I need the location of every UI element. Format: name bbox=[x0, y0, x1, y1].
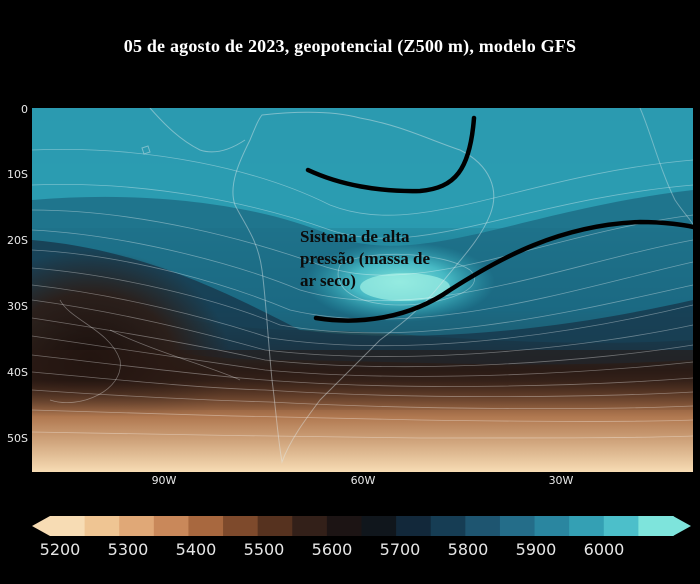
lat-tick-label: 50S bbox=[7, 432, 28, 445]
colorbar-segment bbox=[326, 516, 363, 536]
lon-tick-label: 90W bbox=[151, 474, 177, 487]
annotation-line: ar seco) bbox=[300, 271, 356, 290]
colorbar-segment bbox=[153, 516, 190, 536]
colorbar-tick-label: 5600 bbox=[311, 540, 353, 559]
lat-tick-label: 20S bbox=[7, 234, 28, 247]
lat-tick-label: 30S bbox=[7, 300, 28, 313]
colorbar-segment bbox=[430, 516, 466, 536]
south-america-coastline bbox=[232, 111, 495, 464]
colorbar-segment bbox=[534, 516, 570, 536]
map-field bbox=[32, 108, 693, 472]
colorbar-tick-label: 5500 bbox=[243, 540, 285, 559]
high-pressure-annotation: Sistema de alta pressão (massa de ar sec… bbox=[300, 226, 500, 292]
colorbar-tick-label: 5300 bbox=[107, 540, 149, 559]
colorbar-segment bbox=[499, 516, 536, 536]
colorbar-tick-label: 5200 bbox=[39, 540, 81, 559]
colorbar-segment bbox=[465, 516, 501, 536]
colorbar-segment bbox=[50, 516, 86, 536]
lat-tick-label: 0 bbox=[21, 103, 28, 116]
colorbar-tick-label: 5700 bbox=[379, 540, 421, 559]
lon-tick-label: 30W bbox=[548, 474, 574, 487]
colorbar-tick-label: 5800 bbox=[447, 540, 489, 559]
lon-tick-label: 60W bbox=[350, 474, 376, 487]
lat-tick-label: 10S bbox=[7, 168, 28, 181]
colorbar-extend-max bbox=[673, 516, 691, 536]
colorbar-tick-label: 5900 bbox=[515, 540, 557, 559]
colorbar-segment bbox=[84, 516, 120, 536]
colorbar-segment bbox=[361, 516, 397, 536]
annotation-line: pressão (massa de bbox=[300, 249, 431, 268]
colorbar-extend-min bbox=[32, 516, 50, 536]
trough-line-north bbox=[305, 115, 477, 194]
colorbar-segment bbox=[292, 516, 328, 536]
colorbar-tick-label: 6000 bbox=[583, 540, 625, 559]
lat-tick-label: 40S bbox=[7, 366, 28, 379]
annotation-line: Sistema de alta bbox=[300, 227, 410, 246]
colorbar-segment bbox=[569, 516, 605, 536]
colorbar-segment bbox=[257, 516, 293, 536]
trough-line-south bbox=[313, 219, 693, 323]
colorbar-segment bbox=[603, 516, 639, 536]
colorbar-segment bbox=[188, 516, 224, 536]
colorbar-tick-label: 5400 bbox=[175, 540, 217, 559]
map-title: 05 de agosto de 2023, geopotencial (Z500… bbox=[123, 36, 577, 56]
contour-lines bbox=[32, 149, 693, 439]
colorbar-segment bbox=[396, 516, 432, 536]
colorbar-segment bbox=[638, 516, 674, 536]
colorbar-segment bbox=[119, 516, 155, 536]
colorbar-segment bbox=[223, 516, 259, 536]
colorbar bbox=[32, 516, 691, 536]
